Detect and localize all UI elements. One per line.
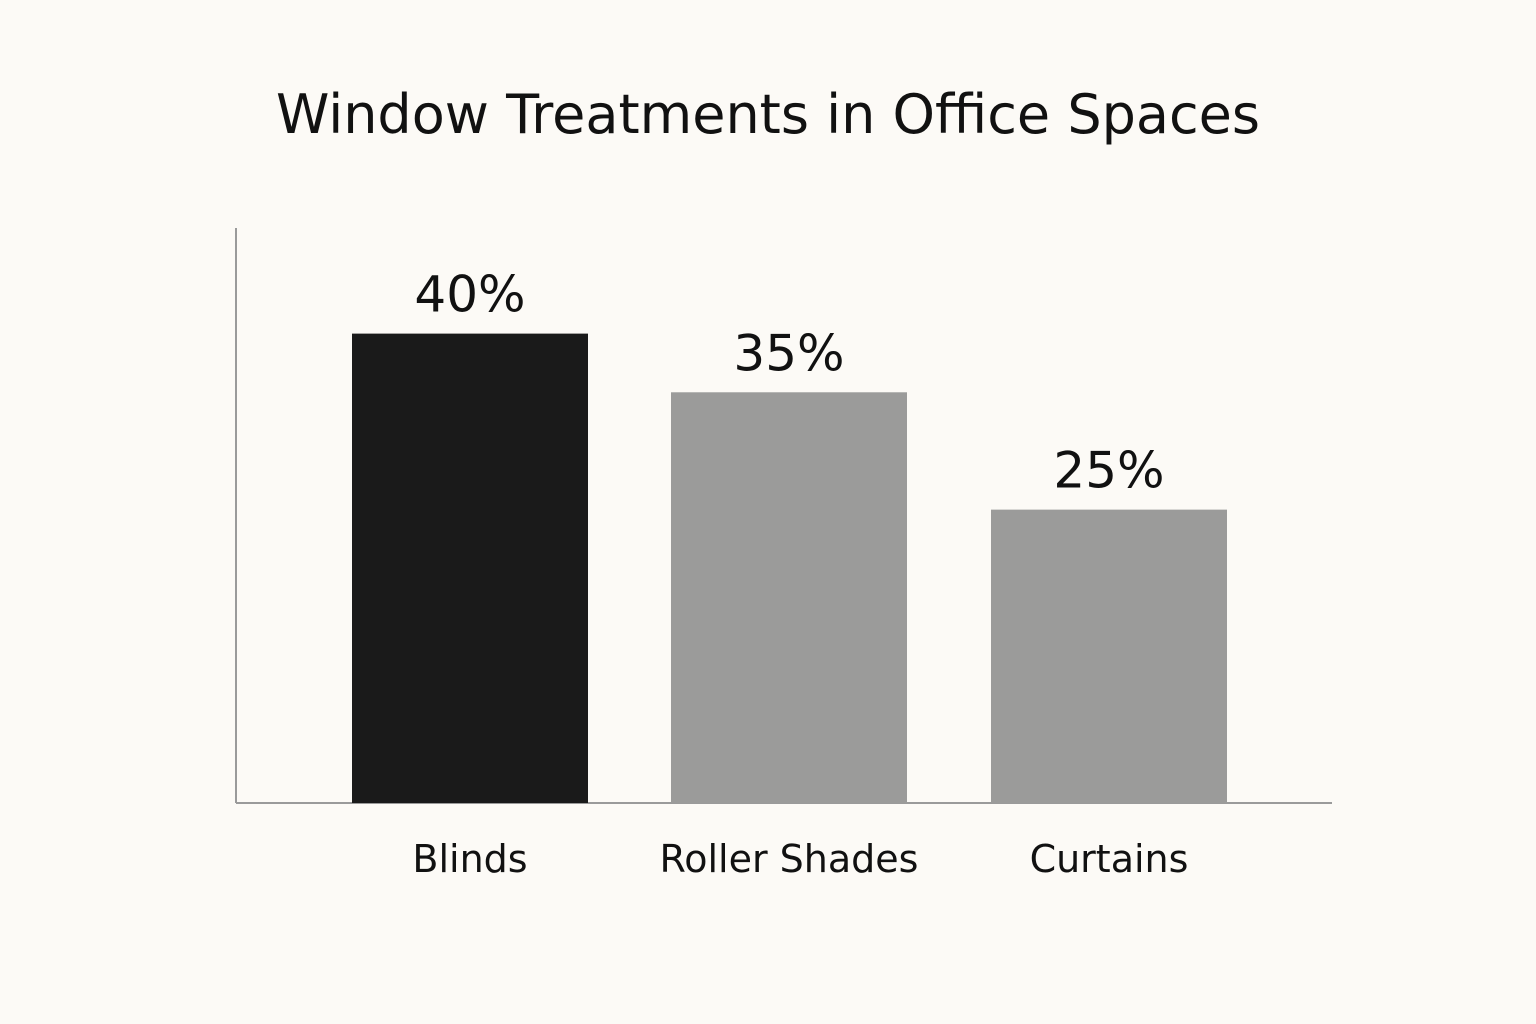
value-labels-group: 40% 35% 25% — [414, 266, 1164, 500]
bars-group — [352, 333, 1227, 803]
value-label-blinds: 40% — [414, 266, 525, 324]
category-label-blinds: Blinds — [412, 837, 527, 881]
category-label-roller-shades: Roller Shades — [660, 837, 919, 881]
bar-curtains — [991, 509, 1227, 803]
value-label-roller-shades: 35% — [733, 324, 844, 382]
value-label-curtains: 25% — [1053, 442, 1164, 500]
chart-title: Window Treatments in Office Spaces — [275, 83, 1261, 146]
category-label-curtains: Curtains — [1030, 837, 1189, 881]
bar-blinds — [352, 333, 588, 803]
category-labels-group: Blinds Roller Shades Curtains — [412, 837, 1188, 881]
bar-roller-shades — [671, 392, 907, 803]
